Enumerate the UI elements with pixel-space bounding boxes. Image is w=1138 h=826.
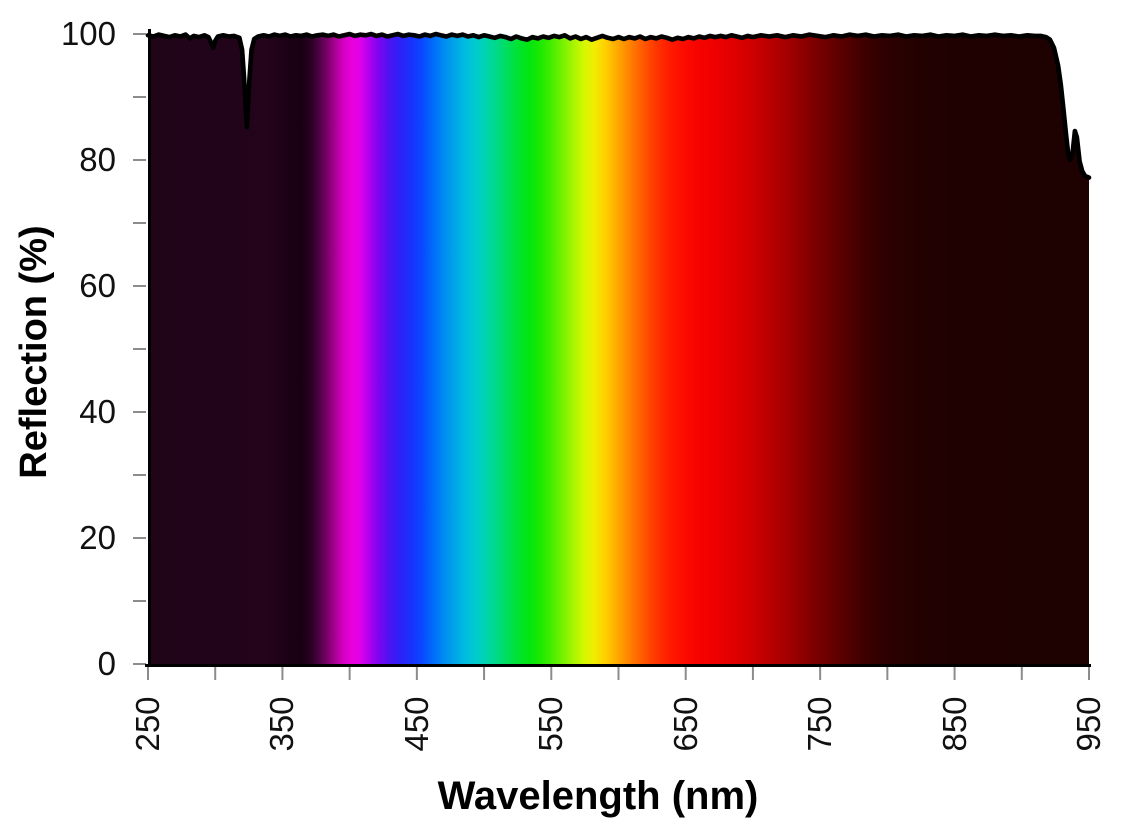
x-tick-label: 950 <box>1070 696 1107 752</box>
x-tick-label: 250 <box>129 696 166 752</box>
x-axis-title: Wavelength (nm) <box>437 774 759 818</box>
spectrum-area-fill <box>148 34 1089 664</box>
x-tick-label: 850 <box>935 696 973 752</box>
y-tick-label: 40 <box>79 393 116 430</box>
y-tick-label: 0 <box>97 645 116 682</box>
y-tick-label: 100 <box>60 15 116 52</box>
x-tick-label: 550 <box>532 696 570 752</box>
x-tick-label: 450 <box>397 696 435 752</box>
y-tick-label: 60 <box>79 267 116 304</box>
y-tick-label: 80 <box>79 141 116 178</box>
x-tick-label: 650 <box>666 696 704 752</box>
y-tick-label: 20 <box>79 519 116 556</box>
y-axis-title: Reflection (%) <box>13 225 55 479</box>
reflection-curve <box>145 31 1092 180</box>
x-tick-label: 350 <box>263 696 301 752</box>
x-tick-label: 750 <box>801 696 839 752</box>
